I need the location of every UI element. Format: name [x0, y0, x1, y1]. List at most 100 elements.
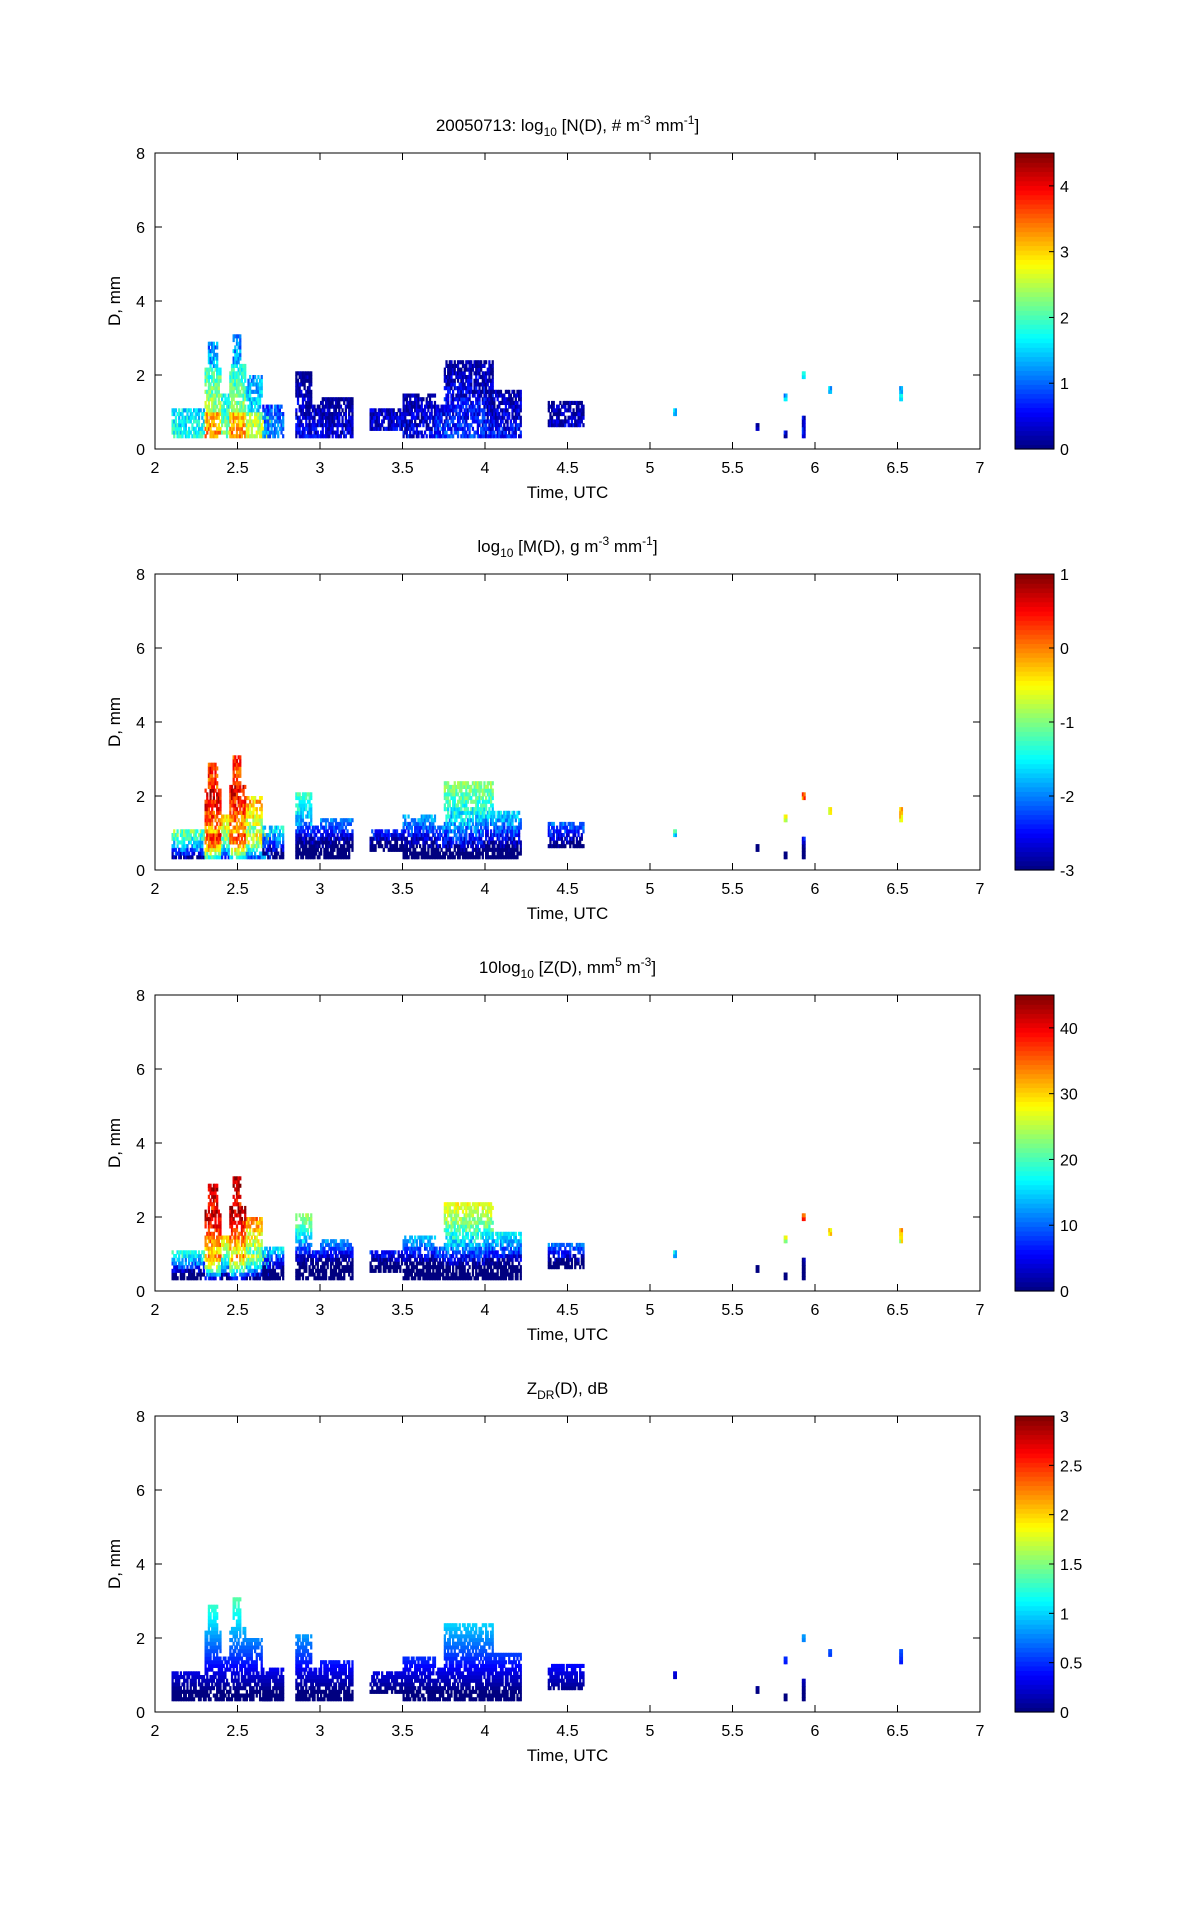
heatmap-cell — [206, 408, 209, 413]
heatmap-cell — [574, 400, 577, 405]
heatmap-cell — [407, 840, 410, 845]
heatmap-cell — [318, 829, 321, 834]
heatmap-cell — [489, 423, 493, 428]
heatmap-cell — [470, 389, 473, 394]
heatmap-cell — [227, 404, 230, 409]
heatmap-cell — [329, 818, 333, 823]
heatmap-cell — [234, 796, 237, 801]
heatmap-cell — [509, 814, 512, 819]
heatmap-cell — [227, 844, 230, 849]
heatmap-cell — [222, 393, 225, 398]
heatmap-cell — [311, 851, 314, 856]
heatmap-cell — [217, 430, 220, 435]
heatmap-cell — [209, 821, 212, 826]
heatmap-cell — [466, 810, 470, 815]
heatmap-cell — [227, 821, 230, 826]
heatmap-cell — [468, 393, 471, 398]
heatmap-cell — [174, 426, 178, 431]
heatmap-cell — [453, 415, 456, 420]
heatmap-cell — [494, 847, 498, 852]
heatmap-cell — [514, 814, 517, 819]
heatmap-cell — [461, 836, 465, 841]
heatmap-cell — [377, 415, 380, 420]
heatmap-cell — [176, 833, 179, 838]
heatmap-cell — [247, 821, 250, 826]
heatmap-cell — [450, 855, 453, 860]
heatmap-cell — [498, 829, 501, 834]
heatmap-cell — [417, 415, 420, 420]
heatmap-cell — [570, 836, 574, 841]
heatmap-cell — [430, 415, 433, 420]
heatmap-cell — [211, 844, 214, 849]
heatmap-cell — [295, 840, 298, 845]
colorbar-segment — [1015, 425, 1054, 432]
heatmap-cell — [489, 389, 493, 394]
heatmap-cell — [192, 844, 196, 849]
heatmap-cell — [445, 415, 448, 420]
heatmap-cell — [445, 851, 448, 856]
heatmap-cell — [204, 821, 207, 826]
heatmap-cell — [212, 434, 215, 439]
heatmap-cell — [456, 810, 460, 815]
heatmap-cell — [460, 814, 463, 819]
heatmap-cell — [547, 825, 550, 830]
heatmap-cell — [456, 400, 460, 405]
heatmap-cell — [506, 851, 509, 856]
heatmap-cell — [324, 400, 328, 405]
heatmap-cell — [433, 408, 437, 413]
heatmap-cell — [240, 382, 244, 387]
x-tick-label: 2.5 — [226, 881, 248, 898]
heatmap-cell — [244, 825, 247, 830]
heatmap-cell — [463, 408, 466, 413]
heatmap-cell — [267, 855, 270, 860]
heatmap-cell — [447, 367, 450, 372]
heatmap-cell — [803, 792, 806, 797]
heatmap-cell — [219, 799, 222, 804]
heatmap-cell — [252, 829, 255, 834]
colorbar-segment — [1015, 407, 1054, 413]
heatmap-cell — [192, 1276, 196, 1281]
heatmap-cell — [405, 821, 409, 826]
heatmap-cell — [456, 847, 460, 852]
heatmap-cell — [308, 423, 311, 428]
heatmap-cell — [254, 833, 257, 838]
heatmap-cell — [415, 836, 418, 841]
heatmap-cell — [519, 821, 522, 826]
heatmap-cell — [427, 825, 430, 830]
heatmap-cell — [320, 400, 323, 405]
heatmap-cell — [468, 423, 471, 428]
heatmap-cell — [399, 844, 402, 849]
heatmap-cell — [249, 825, 252, 830]
heatmap-cell — [419, 404, 422, 409]
heatmap-cell — [232, 773, 235, 778]
heatmap-cell — [514, 415, 517, 420]
heatmap-cell — [174, 833, 178, 838]
heatmap-cell — [409, 821, 412, 826]
heatmap-cell — [235, 371, 239, 376]
heatmap-cell — [237, 755, 240, 760]
heatmap-cell — [254, 419, 257, 424]
heatmap-cell — [306, 404, 310, 409]
heatmap-cell — [211, 840, 214, 845]
heatmap-cell — [432, 818, 435, 823]
heatmap-cell — [308, 810, 311, 815]
heatmap-cell — [455, 814, 458, 819]
heatmap-cell — [211, 847, 214, 852]
heatmap-cell — [433, 855, 437, 860]
heatmap-cell — [209, 360, 212, 365]
heatmap-cell — [483, 378, 486, 383]
heatmap-cell — [489, 386, 493, 391]
colorbar-segment — [1015, 772, 1054, 779]
heatmap-cell — [212, 766, 215, 771]
heatmap-cell — [232, 807, 235, 812]
heatmap-cell — [384, 844, 387, 849]
heatmap-cell — [179, 412, 182, 417]
heatmap-cell — [519, 847, 522, 852]
heatmap-cell — [206, 836, 209, 841]
heatmap-cell — [488, 419, 491, 424]
heatmap-cell — [473, 386, 476, 391]
heatmap-cell — [313, 855, 316, 860]
heatmap-cell — [239, 833, 242, 838]
heatmap-cell — [414, 818, 417, 823]
heatmap-cell — [468, 375, 471, 380]
